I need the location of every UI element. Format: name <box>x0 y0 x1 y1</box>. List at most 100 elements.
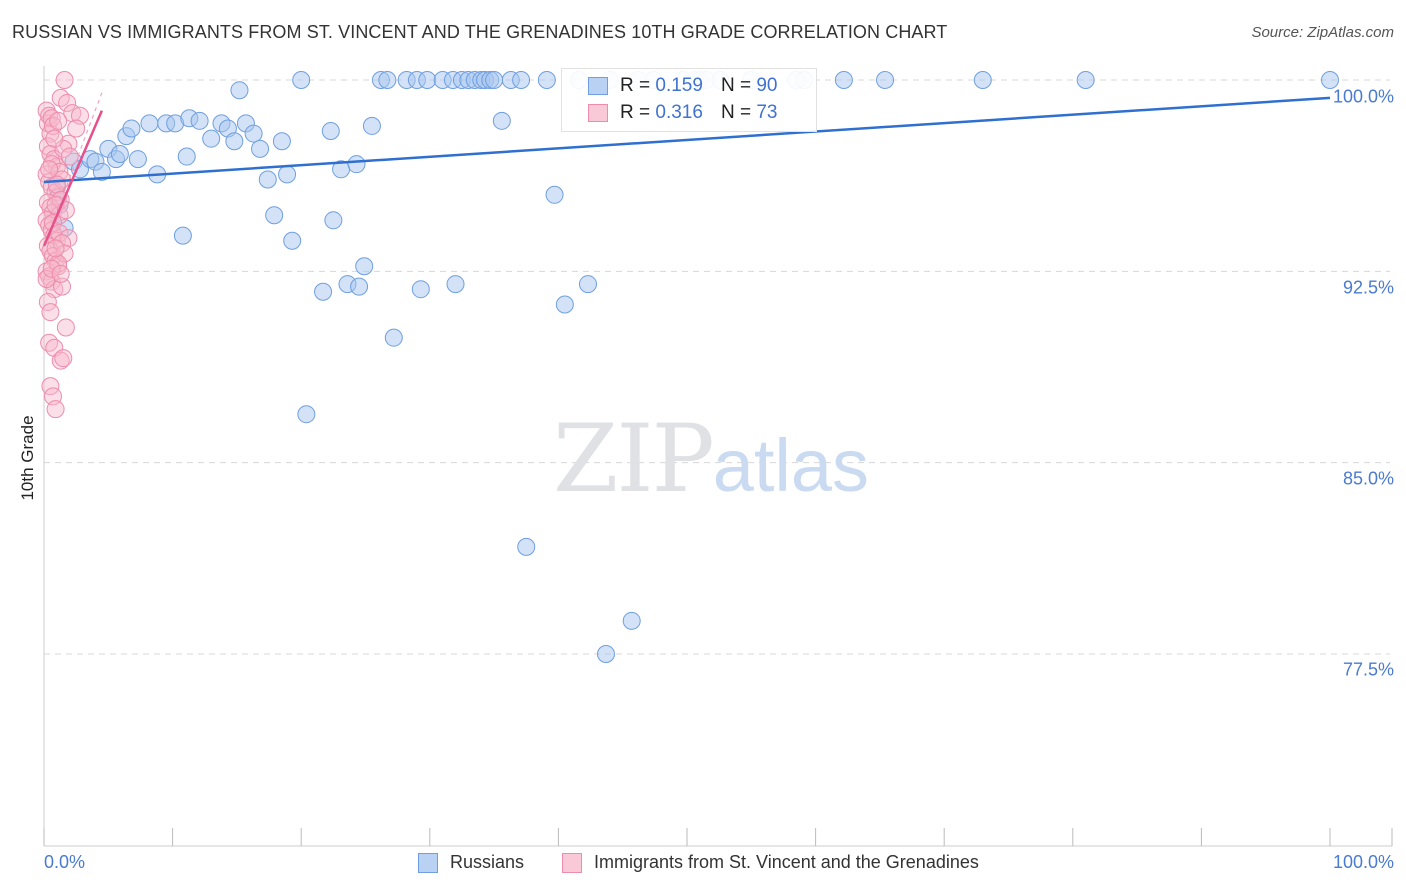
y-tick-label: 100.0% <box>1332 86 1394 107</box>
immigrants-point <box>60 147 79 166</box>
immigrants-point <box>55 244 74 263</box>
russians-point <box>122 119 141 138</box>
immigrants-point <box>53 277 72 296</box>
legend-item-russians[interactable]: Russians <box>418 852 524 873</box>
legend-swatch-blue <box>418 852 438 873</box>
y-axis-label: 10th Grade <box>18 415 37 501</box>
russians-point <box>384 328 403 347</box>
immigrants-point <box>44 116 63 135</box>
russians-point <box>492 111 511 130</box>
immigrants-point <box>38 292 57 311</box>
watermark-atlas: atlas <box>712 424 870 507</box>
russians-point <box>517 537 536 556</box>
russians-point <box>350 277 369 296</box>
legend-r-value: 0.159 <box>655 75 703 96</box>
russians-point <box>362 116 381 135</box>
russians-point <box>272 132 291 151</box>
series-legend: Russians Immigrants from St. Vincent and… <box>0 852 1406 876</box>
legend-r-label: R = <box>620 75 651 96</box>
source-label: Source: ZipAtlas.com <box>1251 24 1394 41</box>
russians-point <box>324 211 343 230</box>
russians-point <box>110 144 129 163</box>
legend-n-value: 73 <box>756 102 778 123</box>
russians-point <box>622 611 641 630</box>
immigrants-point <box>46 239 65 258</box>
russians-point <box>258 170 277 189</box>
russians-point <box>355 257 374 276</box>
immigrants-points <box>37 71 90 419</box>
immigrants-point <box>41 303 60 322</box>
legend-r-value: 0.316 <box>655 102 703 123</box>
y-tick-label: 92.5% <box>1342 277 1394 298</box>
russians-point <box>1321 71 1339 89</box>
immigrants-point <box>67 119 86 138</box>
legend-swatch-pink <box>588 104 608 122</box>
russians-point <box>1076 71 1095 89</box>
immigrants-point <box>45 129 64 148</box>
legend-n-label: N = <box>720 75 752 96</box>
immigrants-point <box>42 155 61 174</box>
immigrants-point <box>42 259 61 278</box>
immigrants-point <box>41 377 60 396</box>
immigrants-point <box>59 134 78 153</box>
immigrants-trend-line <box>42 110 104 247</box>
russians-point <box>876 71 895 89</box>
legend-swatch-pink <box>562 852 582 873</box>
immigrants-point <box>40 333 59 352</box>
gridlines <box>44 79 1390 655</box>
russians-point <box>537 71 556 89</box>
legend-n-value: 90 <box>756 75 778 96</box>
russians-point <box>244 124 263 143</box>
russians-point <box>834 71 853 89</box>
russians-point <box>555 295 574 314</box>
russians-point <box>251 139 270 158</box>
immigrants-point <box>40 106 59 125</box>
russians-point <box>190 111 209 130</box>
immigrants-point <box>51 351 70 370</box>
russians-point <box>314 282 333 301</box>
immigrants-point <box>47 175 66 194</box>
russians-point <box>173 226 192 245</box>
immigrants-point <box>37 269 56 288</box>
russians-point <box>321 122 340 141</box>
russians-point <box>265 206 284 225</box>
y-tick-label: 85.0% <box>1342 468 1394 489</box>
russians-point <box>225 132 244 151</box>
legend-label: Russians <box>450 852 525 872</box>
immigrants-point <box>40 160 59 179</box>
russians-point <box>596 645 615 663</box>
russians-point <box>418 71 437 89</box>
y-tick-label: 77.5% <box>1342 659 1394 680</box>
russians-point <box>297 405 316 424</box>
russians-trend-line <box>43 96 1331 184</box>
immigrants-point <box>55 71 74 89</box>
legend-swatch-blue <box>588 77 608 95</box>
russians-point <box>230 81 249 100</box>
correlation-legend: R = 0.159 N = 90 R = 0.316 N = 73 <box>561 68 817 132</box>
axes <box>43 66 1393 847</box>
legend-r-label: R = <box>620 102 651 123</box>
immigrants-point <box>51 264 70 283</box>
immigrants-point <box>54 349 73 368</box>
russians-point <box>292 71 311 89</box>
legend-n-label: N = <box>720 102 752 123</box>
chart-title: RUSSIAN VS IMMIGRANTS FROM ST. VINCENT A… <box>12 22 948 42</box>
immigrants-point <box>50 224 69 243</box>
russians-point <box>578 275 597 294</box>
immigrants-point <box>54 139 73 158</box>
legend-label: Immigrants from St. Vincent and the Gren… <box>594 852 979 872</box>
watermark-zip: ZIP <box>553 405 715 514</box>
russians-point <box>283 231 302 250</box>
x-tick-label-max: 100.0% <box>1332 852 1394 872</box>
russians-point <box>545 185 564 204</box>
russians-point <box>411 280 430 299</box>
russians-point <box>378 71 397 89</box>
russians-point <box>446 275 465 294</box>
immigrants-point <box>56 318 75 337</box>
russians-point <box>202 129 221 148</box>
legend-item-immigrants[interactable]: Immigrants from St. Vincent and the Gren… <box>562 852 979 873</box>
russians-point <box>485 71 504 89</box>
trend-lines <box>42 92 1331 247</box>
legend-row-russians: R = 0.159 N = 90 <box>588 74 778 98</box>
